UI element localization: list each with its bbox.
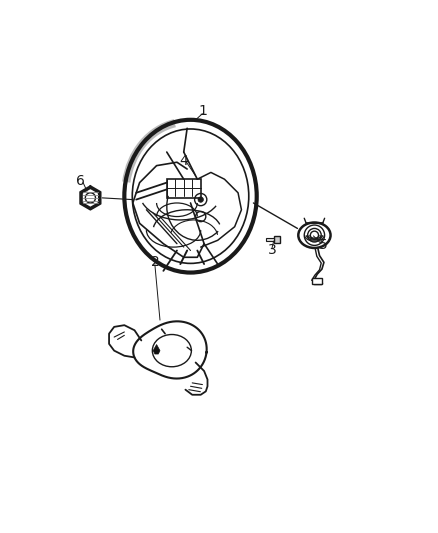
Text: 5: 5: [318, 238, 327, 253]
Text: 2: 2: [151, 255, 159, 269]
Bar: [266, 238, 274, 241]
Text: 1: 1: [198, 104, 207, 118]
Text: 3: 3: [268, 244, 276, 257]
Circle shape: [198, 197, 203, 203]
Text: 4: 4: [180, 154, 188, 167]
Text: 6: 6: [76, 174, 85, 188]
Bar: [274, 236, 280, 243]
Ellipse shape: [133, 130, 248, 263]
FancyBboxPatch shape: [312, 278, 322, 284]
Polygon shape: [153, 344, 160, 354]
